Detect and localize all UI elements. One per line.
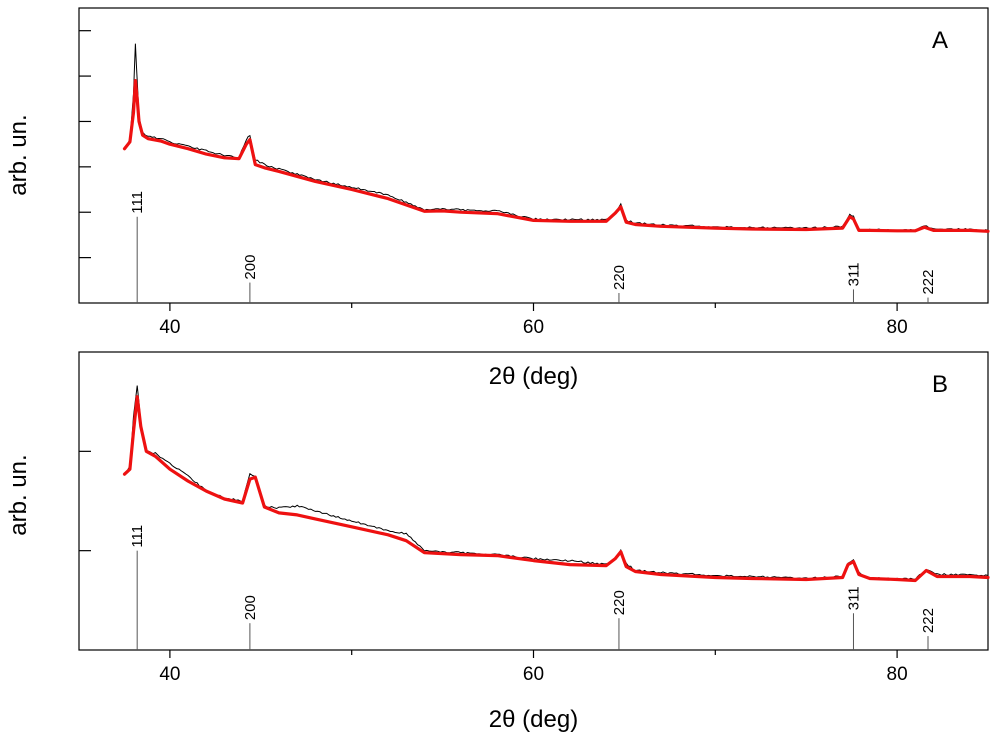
x-tick-label: 80 bbox=[887, 664, 908, 685]
reflection-label-111: 111 bbox=[129, 525, 146, 548]
panel-label: A bbox=[932, 27, 948, 54]
x-axis-label: 2θ (deg) bbox=[489, 363, 578, 390]
x-axis-label: 2θ (deg) bbox=[489, 706, 578, 733]
series-raw-trace bbox=[124, 43, 989, 232]
panel-label: B bbox=[932, 371, 948, 398]
reflection-label-311: 311 bbox=[845, 262, 862, 286]
reflection-label-220: 220 bbox=[611, 590, 628, 615]
x-tick-label: 80 bbox=[887, 317, 908, 338]
x-tick-label: 60 bbox=[523, 664, 544, 685]
reflection-label-222: 222 bbox=[920, 608, 937, 633]
reflection-label-200: 200 bbox=[242, 255, 259, 280]
y-axis-label: arb. un. bbox=[5, 454, 32, 535]
x-tick-label: 40 bbox=[159, 317, 180, 338]
series-fit-trace bbox=[122, 78, 990, 233]
y-axis-label: arb. un. bbox=[5, 114, 32, 195]
reflection-label-111: 111 bbox=[129, 191, 146, 214]
series-fit-trace bbox=[122, 395, 990, 583]
reflection-label-200: 200 bbox=[242, 595, 259, 620]
panel-b: 40 60 80 2θ (deg) arb. un. B 111 200 220 311 222 bbox=[5, 351, 990, 733]
series-raw-trace bbox=[124, 385, 989, 580]
panel-a: 40 60 80 2θ (deg) arb. un. A 111 200 220 311 222 bbox=[5, 7, 990, 390]
x-tick-label: 60 bbox=[523, 317, 544, 338]
reflection-label-311: 311 bbox=[845, 586, 862, 610]
reflection-label-222: 222 bbox=[920, 270, 937, 295]
reflection-label-220: 220 bbox=[611, 265, 628, 290]
x-tick-label: 40 bbox=[159, 664, 180, 685]
